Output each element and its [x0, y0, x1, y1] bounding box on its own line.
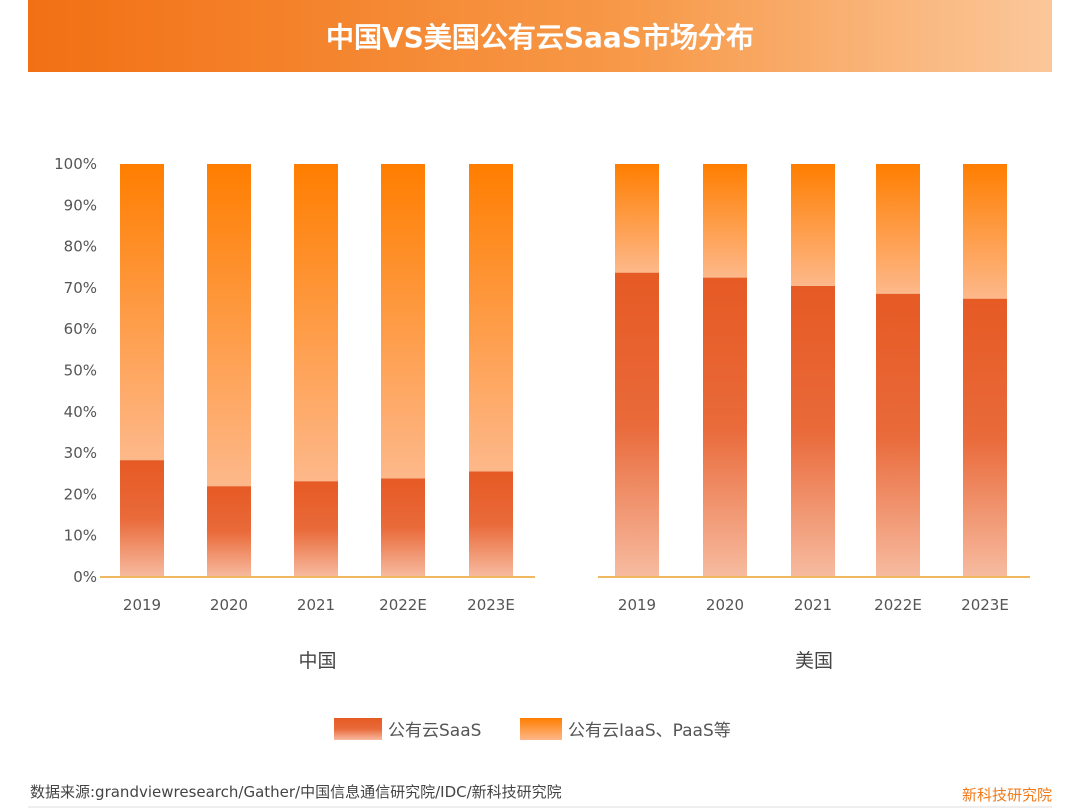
x-tick-label: 2023E — [467, 596, 515, 614]
y-tick-label: 60% — [64, 320, 97, 338]
bar-iaas-paas — [791, 164, 835, 286]
bar-iaas-paas — [963, 164, 1007, 299]
bar-saas — [615, 272, 659, 577]
source-note: 数据来源:grandviewresearch/Gather/中国信息通信研究院/… — [30, 783, 562, 801]
y-tick-label: 10% — [64, 527, 97, 545]
bar-iaas-paas — [703, 164, 747, 278]
y-tick-label: 20% — [64, 485, 97, 503]
x-tick-label: 2022E — [874, 596, 922, 614]
x-tick-label: 2021 — [297, 596, 335, 614]
x-tick-label: 2023E — [961, 596, 1009, 614]
x-tick-label: 2020 — [210, 596, 248, 614]
bar-iaas-paas — [294, 164, 338, 482]
y-tick-label: 50% — [64, 362, 97, 380]
x-tick-label: 2020 — [706, 596, 744, 614]
bar-iaas-paas — [615, 164, 659, 273]
bar-saas — [381, 478, 425, 577]
bar-saas — [469, 471, 513, 577]
bar-iaas-paas — [207, 164, 251, 487]
bar-saas — [207, 486, 251, 577]
bar-saas — [876, 293, 920, 577]
legend-label-saas: 公有云SaaS — [388, 721, 481, 741]
x-tick-label: 2021 — [794, 596, 832, 614]
x-axis-label: 中国 — [298, 650, 336, 672]
y-tick-label: 90% — [64, 196, 97, 214]
bar-saas — [120, 460, 164, 577]
legend-swatch-iaas-paas — [520, 718, 562, 740]
y-tick-label: 0% — [73, 568, 97, 586]
bar-saas — [963, 298, 1007, 577]
title-bar — [28, 0, 1052, 72]
bar-iaas-paas — [120, 164, 164, 461]
y-tick-label: 30% — [64, 444, 97, 462]
bar-iaas-paas — [876, 164, 920, 294]
x-tick-label: 2022E — [379, 596, 427, 614]
legend-swatch-saas — [334, 718, 382, 740]
brand-label: 新科技研究院 — [962, 786, 1052, 804]
y-tick-label: 40% — [64, 403, 97, 421]
bar-saas — [703, 277, 747, 577]
bar-iaas-paas — [381, 164, 425, 479]
legend-label-iaas-paas: 公有云IaaS、PaaS等 — [568, 721, 731, 741]
chart-title: 中国VS美国公有云SaaS市场分布 — [326, 21, 754, 54]
y-tick-label: 70% — [64, 279, 97, 297]
x-tick-label: 2019 — [618, 596, 656, 614]
y-tick-label: 100% — [54, 155, 97, 173]
bar-saas — [294, 481, 338, 577]
x-tick-label: 2019 — [123, 596, 161, 614]
bar-iaas-paas — [469, 164, 513, 472]
bar-saas — [791, 285, 835, 577]
x-axis-label: 美国 — [795, 650, 833, 672]
y-tick-label: 80% — [64, 238, 97, 256]
